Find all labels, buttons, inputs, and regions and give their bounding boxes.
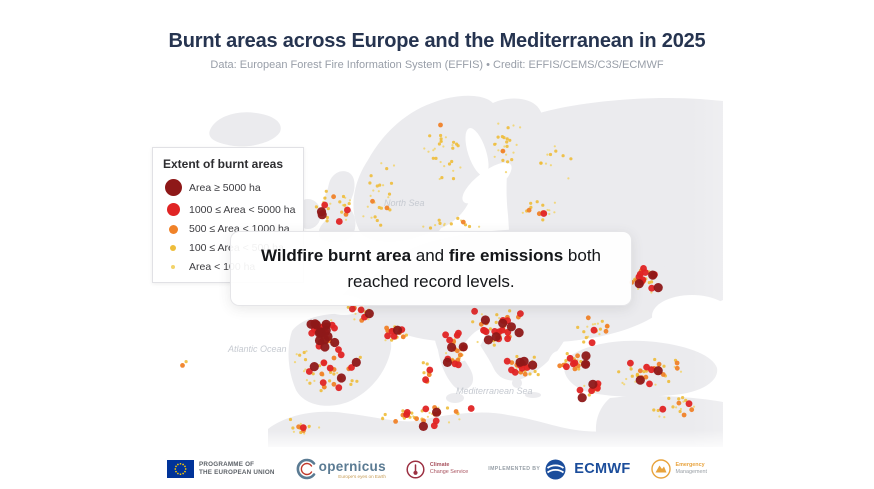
ecmwf-logo: IMPLEMENTED BY ECMWF bbox=[488, 459, 630, 480]
implemented-by-label: IMPLEMENTED BY bbox=[488, 466, 541, 472]
key-message-text: Wildfire burnt area and fire emissions b… bbox=[251, 243, 611, 294]
key-message-plain: both reached record levels. bbox=[347, 246, 601, 291]
cems-logo: Emergency Management bbox=[650, 459, 707, 479]
legend-dot-icon bbox=[171, 265, 175, 269]
fire-dots-layer bbox=[180, 122, 696, 435]
climate-service-icon bbox=[406, 459, 425, 479]
page-subtitle: Data: European Forest Fire Information S… bbox=[210, 59, 664, 71]
ecmwf-globe-icon bbox=[545, 459, 566, 479]
legend-dot-icon bbox=[170, 245, 176, 251]
eu-label-line1: PROGRAMME OF bbox=[199, 460, 255, 468]
legend-item-label: 1000 ≤ Area < 5000 ha bbox=[189, 203, 296, 216]
legend-dot-icon bbox=[168, 224, 178, 234]
legend-item-l: 1000 ≤ Area < 5000 ha bbox=[163, 203, 295, 216]
eu-programme-logo: PROGRAMME OF THE EUROPEAN UNION bbox=[167, 460, 275, 478]
c3s-label-line1: Climate bbox=[429, 461, 450, 468]
legend-title: Extent of burnt areas bbox=[163, 157, 284, 171]
legend-dot-icon bbox=[166, 203, 180, 216]
legend-dot-icon bbox=[164, 179, 182, 196]
key-message-card: Wildfire burnt area and fire emissions b… bbox=[230, 231, 632, 306]
copernicus-tagline: Europe's eyes on Earth bbox=[338, 473, 386, 479]
eu-label-line2: THE EUROPEAN UNION bbox=[199, 469, 275, 476]
key-message-highlight: Wildfire burnt area bbox=[261, 246, 412, 265]
eu-flag-icon bbox=[167, 460, 194, 478]
sea-label: North Sea bbox=[384, 198, 425, 208]
copernicus-c-icon bbox=[296, 458, 315, 480]
sea-label: Atlantic Ocean bbox=[228, 344, 287, 354]
key-message-highlight: fire emissions bbox=[448, 246, 564, 265]
header: Burnt areas across Europe and the Medite… bbox=[0, 30, 874, 71]
emergency-management-icon bbox=[650, 459, 671, 479]
c3s-label-line2: Change Service bbox=[429, 469, 469, 475]
sea-label: Mediterranean Sea bbox=[456, 386, 533, 396]
copernicus-wordmark: opernicus bbox=[318, 459, 386, 475]
copernicus-logo: opernicus Europe's eyes on Earth bbox=[295, 457, 386, 481]
c3s-logo: Climate Change Service bbox=[406, 459, 469, 479]
cems-label-line1: Emergency bbox=[675, 461, 705, 468]
legend-item-label: Area ≥ 5000 ha bbox=[189, 181, 261, 194]
legend-item-xl: Area ≥ 5000 ha bbox=[163, 179, 295, 196]
cems-label-line2: Management bbox=[675, 469, 707, 475]
ecmwf-wordmark: ECMWF bbox=[574, 461, 631, 477]
key-message-plain: and bbox=[411, 246, 449, 265]
page-title: Burnt areas across Europe and the Medite… bbox=[168, 30, 706, 52]
footer-logo-strip: PROGRAMME OF THE EUROPEAN UNION opernicu… bbox=[0, 457, 874, 481]
